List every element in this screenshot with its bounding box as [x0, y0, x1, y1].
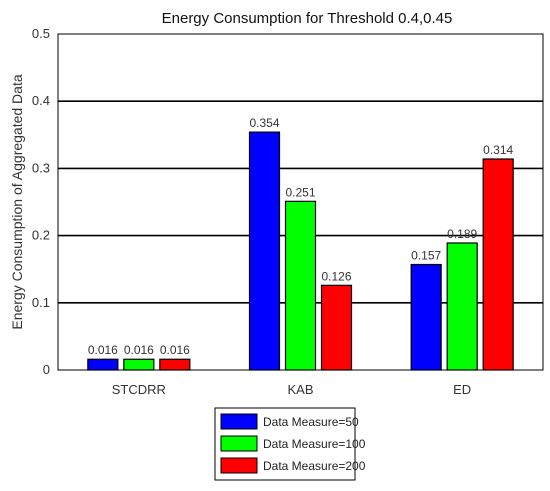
legend-label: Data Measure=50: [263, 415, 359, 429]
y-tick-label: 0.5: [32, 26, 50, 41]
data-label: 0.016: [88, 343, 118, 357]
legend: Data Measure=50 Data Measure=100 Data Meas…: [214, 407, 366, 481]
bar-kab-series-1: [248, 131, 281, 371]
y-tick-label: 0.3: [32, 160, 50, 175]
y-tick-label: 0.1: [32, 295, 50, 310]
y-axis-title: Energy Consumption of Aggregated Data: [9, 74, 25, 329]
bar-stcdrr-series-1: [87, 358, 119, 371]
legend-label: Data Measure=100: [263, 437, 366, 451]
x-tick-label: ED: [453, 382, 471, 397]
data-label: 0.189: [447, 227, 477, 241]
data-label: 0.354: [249, 116, 279, 130]
y-axis-ticks: 0 0.1 0.2 0.3 0.4 0.5: [32, 26, 50, 377]
x-tick-label: KAB: [287, 382, 313, 397]
data-label: 0.314: [483, 143, 513, 157]
legend-label: Data Measure=200: [263, 459, 366, 473]
bar-ed-series-2: [446, 242, 478, 371]
bar-kab-series-2: [284, 200, 317, 371]
data-label: 0.126: [321, 269, 351, 283]
plot-frame: [57, 33, 544, 371]
y-tick-label: 0.4: [32, 93, 50, 108]
data-label: 0.016: [160, 343, 190, 357]
chart-title: Energy Consumption for Threshold 0.4,0.4…: [162, 10, 453, 27]
bar-kab-series-3: [320, 284, 353, 371]
data-label: 0.251: [285, 185, 315, 199]
bar-stcdrr-series-3: [159, 358, 191, 371]
legend-swatch: [220, 457, 258, 474]
y-tick-label: 0.2: [32, 228, 50, 243]
bar-stcdrr-series-2: [123, 358, 155, 371]
legend-swatch: [220, 435, 258, 452]
data-label: 0.157: [411, 248, 441, 262]
x-axis-ticks: STCDRR KAB ED: [112, 382, 471, 397]
bar-ed-series-1: [410, 263, 442, 371]
x-tick-label: STCDRR: [112, 382, 166, 397]
y-tick-label: 0: [43, 362, 50, 377]
legend-swatch: [220, 413, 258, 430]
data-labels: 0.016 0.016 0.016 0.354 0.251 0.126 0.157 0.189…: [88, 116, 514, 357]
data-label: 0.016: [124, 343, 154, 357]
bar-ed-series-3: [482, 158, 514, 371]
bars: [87, 131, 514, 371]
